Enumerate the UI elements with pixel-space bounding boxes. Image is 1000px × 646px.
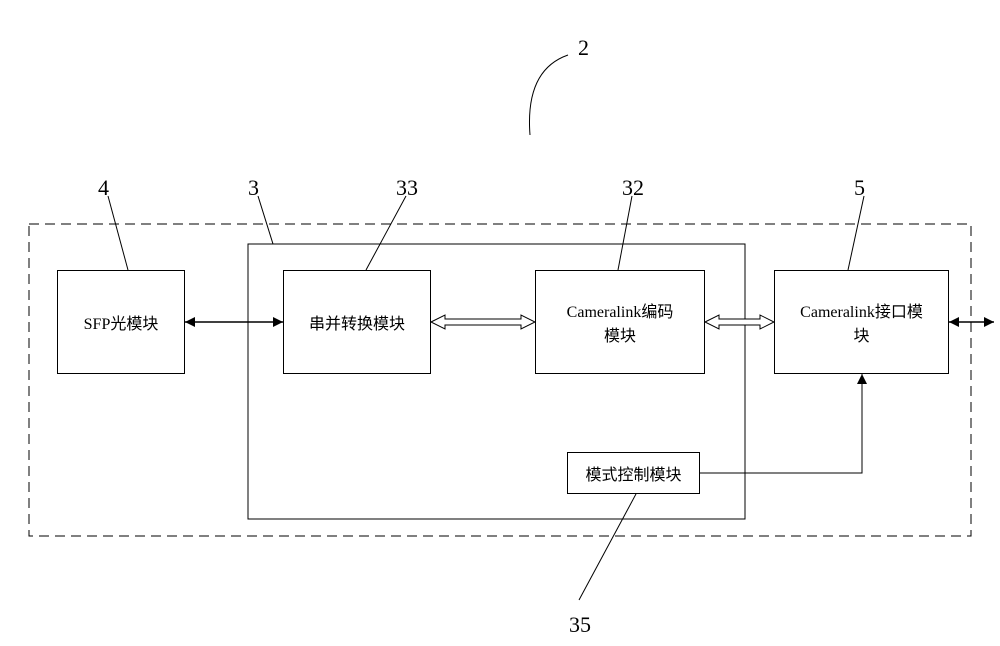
node-label: Cameralink编码 模块 xyxy=(567,298,674,346)
callout-3: 3 xyxy=(248,175,259,201)
diagram-canvas: SFP光模块 串并转换模块 Cameralink编码 模块 Cameralink… xyxy=(0,0,1000,646)
node-label: 串并转换模块 xyxy=(309,310,405,334)
callout-4: 4 xyxy=(98,175,109,201)
node-sfp-optical-module: SFP光模块 xyxy=(57,270,185,374)
node-label: Cameralink接口模 块 xyxy=(800,298,923,346)
node-cameralink-codec: Cameralink编码 模块 xyxy=(535,270,705,374)
node-serial-parallel-conversion: 串并转换模块 xyxy=(283,270,431,374)
callout-33: 33 xyxy=(396,175,418,201)
callout-2: 2 xyxy=(578,35,589,61)
callout-32: 32 xyxy=(622,175,644,201)
callout-35: 35 xyxy=(569,612,591,638)
node-mode-control: 模式控制模块 xyxy=(567,452,700,494)
callout-5: 5 xyxy=(854,175,865,201)
node-label: 模式控制模块 xyxy=(585,461,681,485)
node-cameralink-interface: Cameralink接口模 块 xyxy=(774,270,949,374)
node-label: SFP光模块 xyxy=(84,310,159,334)
